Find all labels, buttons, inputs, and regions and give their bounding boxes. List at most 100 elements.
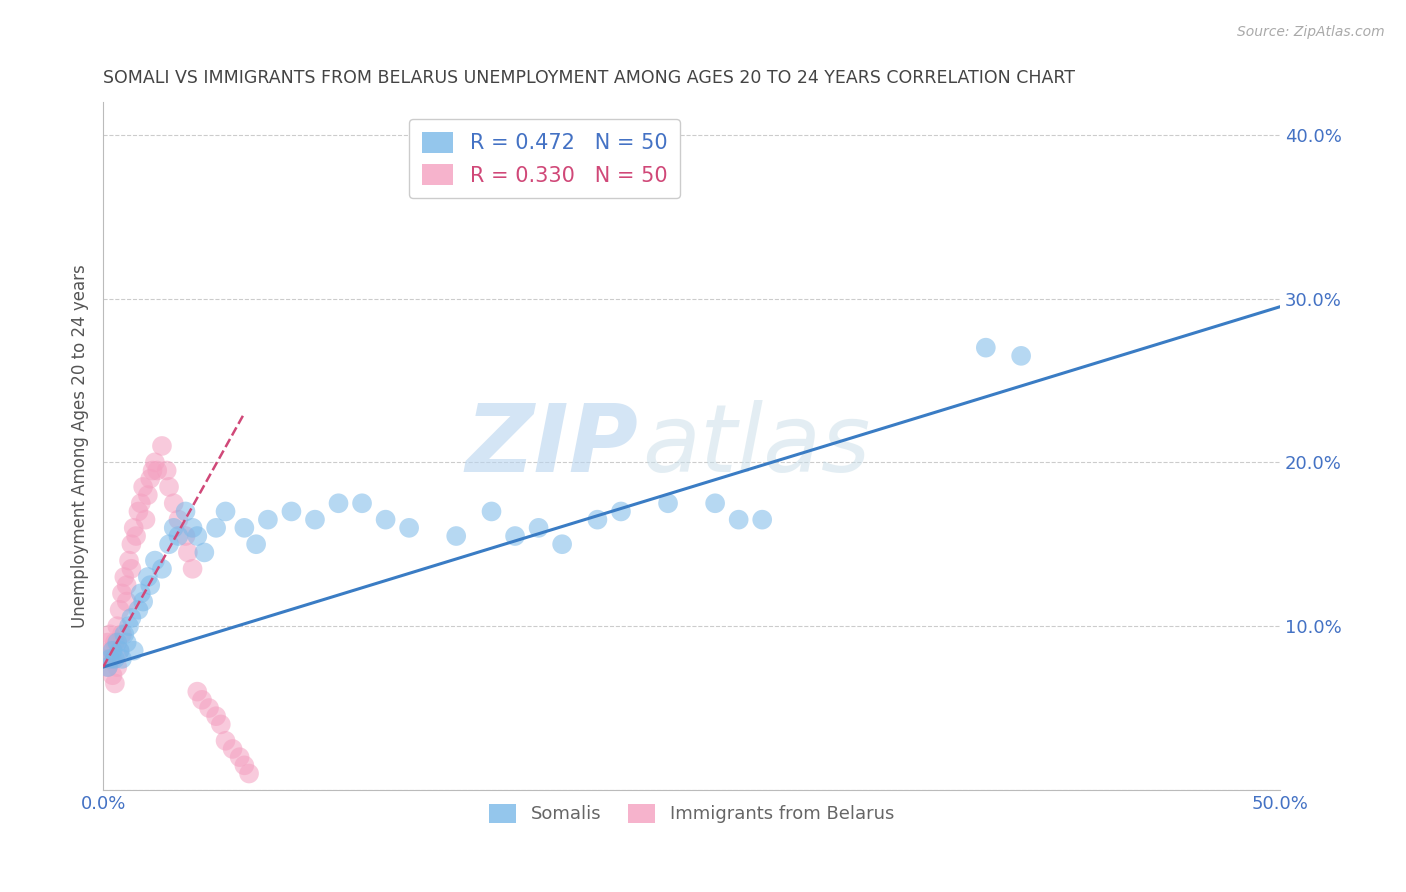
Point [115, 578, 138, 592]
Point [115, 594, 138, 608]
Y-axis label: Unemployment Among Ages 20 to 24 years: Unemployment Among Ages 20 to 24 years [72, 264, 89, 628]
Point [174, 504, 197, 518]
Point [115, 635, 138, 649]
Point [132, 480, 155, 494]
Point [111, 586, 134, 600]
Point [704, 496, 727, 510]
Point [139, 472, 162, 486]
Point [120, 562, 142, 576]
Point [157, 480, 180, 494]
Point [101, 643, 124, 657]
Point [245, 537, 267, 551]
Point [98, 652, 121, 666]
Point [174, 529, 197, 543]
Point [328, 496, 350, 510]
Point [108, 643, 131, 657]
Point [481, 504, 503, 518]
Point [191, 693, 214, 707]
Point [610, 504, 633, 518]
Point [503, 529, 526, 543]
Point [146, 463, 169, 477]
Point [233, 521, 256, 535]
Point [132, 594, 155, 608]
Point [97, 660, 120, 674]
Point [118, 619, 141, 633]
Text: atlas: atlas [643, 401, 870, 491]
Point [127, 603, 149, 617]
Point [108, 603, 131, 617]
Point [122, 521, 145, 535]
Point [186, 684, 208, 698]
Point [150, 439, 173, 453]
Point [527, 521, 550, 535]
Point [167, 529, 190, 543]
Point [214, 504, 236, 518]
Point [104, 676, 127, 690]
Point [101, 668, 124, 682]
Point [112, 570, 135, 584]
Point [98, 627, 121, 641]
Point [127, 504, 149, 518]
Point [751, 513, 773, 527]
Point [157, 537, 180, 551]
Point [974, 341, 997, 355]
Point [209, 717, 232, 731]
Point [163, 496, 186, 510]
Text: SOMALI VS IMMIGRANTS FROM BELARUS UNEMPLOYMENT AMONG AGES 20 TO 24 YEARS CORRELA: SOMALI VS IMMIGRANTS FROM BELARUS UNEMPL… [103, 69, 1076, 87]
Point [111, 627, 134, 641]
Point [238, 766, 260, 780]
Point [163, 521, 186, 535]
Point [198, 701, 221, 715]
Point [167, 513, 190, 527]
Point [98, 643, 121, 657]
Point [352, 496, 374, 510]
Point [94, 652, 117, 666]
Point [257, 513, 280, 527]
Point [142, 463, 165, 477]
Point [118, 553, 141, 567]
Point [586, 513, 609, 527]
Legend: Somalis, Immigrants from Belarus: Somalis, Immigrants from Belarus [479, 795, 903, 832]
Point [214, 733, 236, 747]
Point [181, 521, 204, 535]
Point [177, 545, 200, 559]
Point [374, 513, 396, 527]
Point [181, 562, 204, 576]
Point [398, 521, 420, 535]
Point [101, 652, 124, 666]
Point [205, 709, 228, 723]
Point [111, 652, 134, 666]
Point [104, 635, 127, 649]
Point [120, 537, 142, 551]
Point [727, 513, 749, 527]
Text: ZIP: ZIP [465, 400, 638, 492]
Point [120, 611, 142, 625]
Point [304, 513, 326, 527]
Point [134, 513, 156, 527]
Point [104, 652, 127, 666]
Point [228, 750, 250, 764]
Point [97, 660, 120, 674]
Point [105, 635, 128, 649]
Point [136, 570, 159, 584]
Point [156, 463, 179, 477]
Point [551, 537, 574, 551]
Point [97, 635, 120, 649]
Point [657, 496, 679, 510]
Point [105, 619, 128, 633]
Point [143, 455, 166, 469]
Point [221, 742, 243, 756]
Point [233, 758, 256, 772]
Point [205, 521, 228, 535]
Point [122, 643, 145, 657]
Point [280, 504, 302, 518]
Point [186, 529, 208, 543]
Point [136, 488, 159, 502]
Point [125, 529, 148, 543]
Point [143, 553, 166, 567]
Point [193, 545, 215, 559]
Point [108, 643, 131, 657]
Point [139, 578, 162, 592]
Point [150, 562, 173, 576]
Text: Source: ZipAtlas.com: Source: ZipAtlas.com [1237, 25, 1385, 39]
